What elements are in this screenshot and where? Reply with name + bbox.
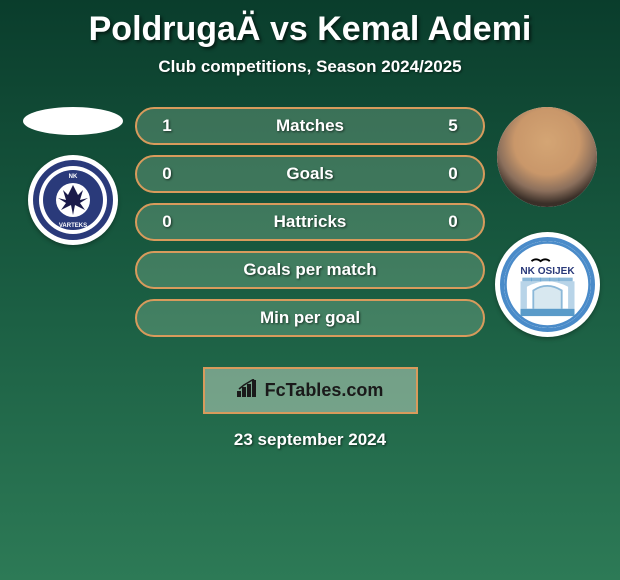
stat-row-hattricks: 0 Hattricks 0 bbox=[135, 203, 485, 241]
svg-text:NK: NK bbox=[69, 174, 78, 180]
stat-right-value: 0 bbox=[443, 164, 463, 184]
chart-icon bbox=[237, 379, 259, 402]
player-left-column: NK VARTEKS bbox=[23, 107, 123, 245]
player-right-photo bbox=[497, 107, 597, 207]
stat-label: Min per goal bbox=[157, 308, 463, 328]
stat-left-value: 0 bbox=[157, 164, 177, 184]
player-right-column: NK OSIJEK bbox=[497, 107, 597, 337]
subtitle: Club competitions, Season 2024/2025 bbox=[0, 57, 620, 77]
stat-left-value: 0 bbox=[157, 212, 177, 232]
stat-row-matches: 1 Matches 5 bbox=[135, 107, 485, 145]
club-left-logo: NK VARTEKS bbox=[28, 155, 118, 245]
stat-row-gpm: Goals per match bbox=[135, 251, 485, 289]
stat-left-value: 1 bbox=[157, 116, 177, 136]
osijek-badge: NK OSIJEK bbox=[500, 237, 595, 332]
svg-text:VARTEKS: VARTEKS bbox=[59, 223, 87, 229]
comparison-row: NK VARTEKS 1 Matches 5 0 Goals 0 0 Hattr… bbox=[0, 107, 620, 337]
stat-label: Goals bbox=[177, 164, 443, 184]
varteks-icon: NK VARTEKS bbox=[38, 165, 108, 235]
stats-column: 1 Matches 5 0 Goals 0 0 Hattricks 0 Goal… bbox=[135, 107, 485, 337]
footer-brand-text: FcTables.com bbox=[265, 380, 384, 401]
club-right-logo: NK OSIJEK bbox=[495, 232, 600, 337]
svg-text:NK OSIJEK: NK OSIJEK bbox=[520, 266, 575, 277]
player-left-photo bbox=[23, 107, 123, 135]
stat-label: Hattricks bbox=[177, 212, 443, 232]
stat-row-mpg: Min per goal bbox=[135, 299, 485, 337]
varteks-badge: NK VARTEKS bbox=[33, 160, 113, 240]
stat-label: Goals per match bbox=[157, 260, 463, 280]
footer-date: 23 september 2024 bbox=[0, 430, 620, 450]
stat-right-value: 0 bbox=[443, 212, 463, 232]
footer-brand-box: FcTables.com bbox=[203, 367, 418, 414]
osijek-icon: NK OSIJEK bbox=[500, 241, 595, 328]
page-title: PoldrugaÄ vs Kemal Ademi bbox=[0, 10, 620, 49]
stat-row-goals: 0 Goals 0 bbox=[135, 155, 485, 193]
stat-label: Matches bbox=[177, 116, 443, 136]
player-right-face bbox=[497, 107, 597, 207]
stat-right-value: 5 bbox=[443, 116, 463, 136]
